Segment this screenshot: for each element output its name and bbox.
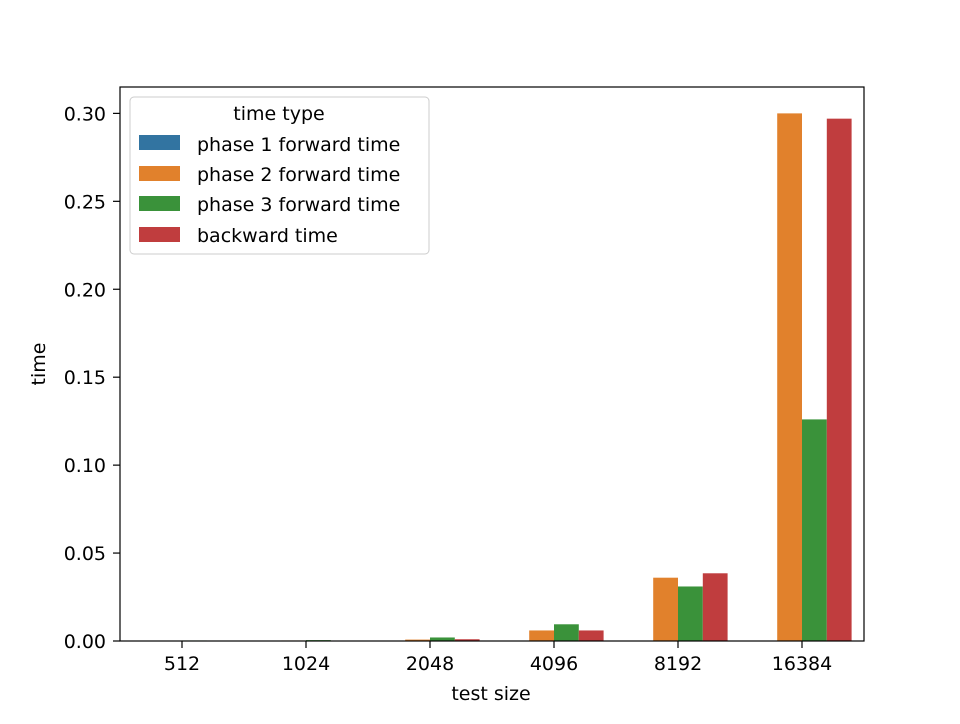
legend: time type phase 1 forward time phase 2 f…: [130, 97, 429, 254]
legend-label-backward-time: backward time: [197, 225, 338, 247]
x-tick-label-1024: 1024: [282, 653, 330, 675]
y-axis: 0.00 0.05 0.10 0.15 0.20 0.25 0.30: [64, 103, 120, 653]
bar-phase-2-forward-time-4096: [529, 630, 554, 641]
y-tick-label-0-10: 0.10: [64, 455, 106, 477]
y-tick-label-0-05: 0.05: [64, 543, 106, 565]
x-tick-label-16384: 16384: [772, 653, 832, 675]
y-axis-label: time: [28, 343, 50, 386]
bar-backward-time-16384: [827, 119, 852, 641]
x-tick-label-8192: 8192: [654, 653, 702, 675]
y-tick-label-0-25: 0.25: [64, 191, 106, 213]
bar-phase-2-forward-time-8192: [653, 578, 678, 641]
x-axis: 512 1024 2048 4096 8192 16384: [164, 641, 832, 675]
y-tick-label-0-30: 0.30: [64, 103, 106, 125]
bar-phase-3-forward-time-4096: [554, 624, 579, 641]
legend-title: time type: [233, 103, 324, 125]
x-tick-label-2048: 2048: [406, 653, 454, 675]
bar-backward-time-8192: [703, 573, 728, 641]
x-tick-label-4096: 4096: [530, 653, 578, 675]
x-axis-label: test size: [451, 683, 530, 705]
y-tick-label-0-20: 0.20: [64, 279, 106, 301]
legend-label-phase-3-forward-time: phase 3 forward time: [197, 194, 400, 216]
legend-swatch-backward-time: [139, 227, 180, 242]
bar-phase-3-forward-time-8192: [678, 586, 703, 641]
y-tick-label-0-15: 0.15: [64, 367, 106, 389]
legend-swatch-phase-3-forward-time: [139, 196, 180, 211]
legend-swatch-phase-2-forward-time: [139, 166, 180, 181]
legend-label-phase-1-forward-time: phase 1 forward time: [197, 134, 400, 156]
legend-label-phase-2-forward-time: phase 2 forward time: [197, 164, 400, 186]
y-tick-label-0-00: 0.00: [64, 631, 106, 653]
x-tick-label-512: 512: [164, 653, 200, 675]
bar-phase-3-forward-time-16384: [802, 419, 827, 641]
bar-phase-2-forward-time-16384: [777, 113, 802, 641]
legend-swatch-phase-1-forward-time: [139, 135, 180, 150]
bar-backward-time-4096: [579, 630, 604, 641]
